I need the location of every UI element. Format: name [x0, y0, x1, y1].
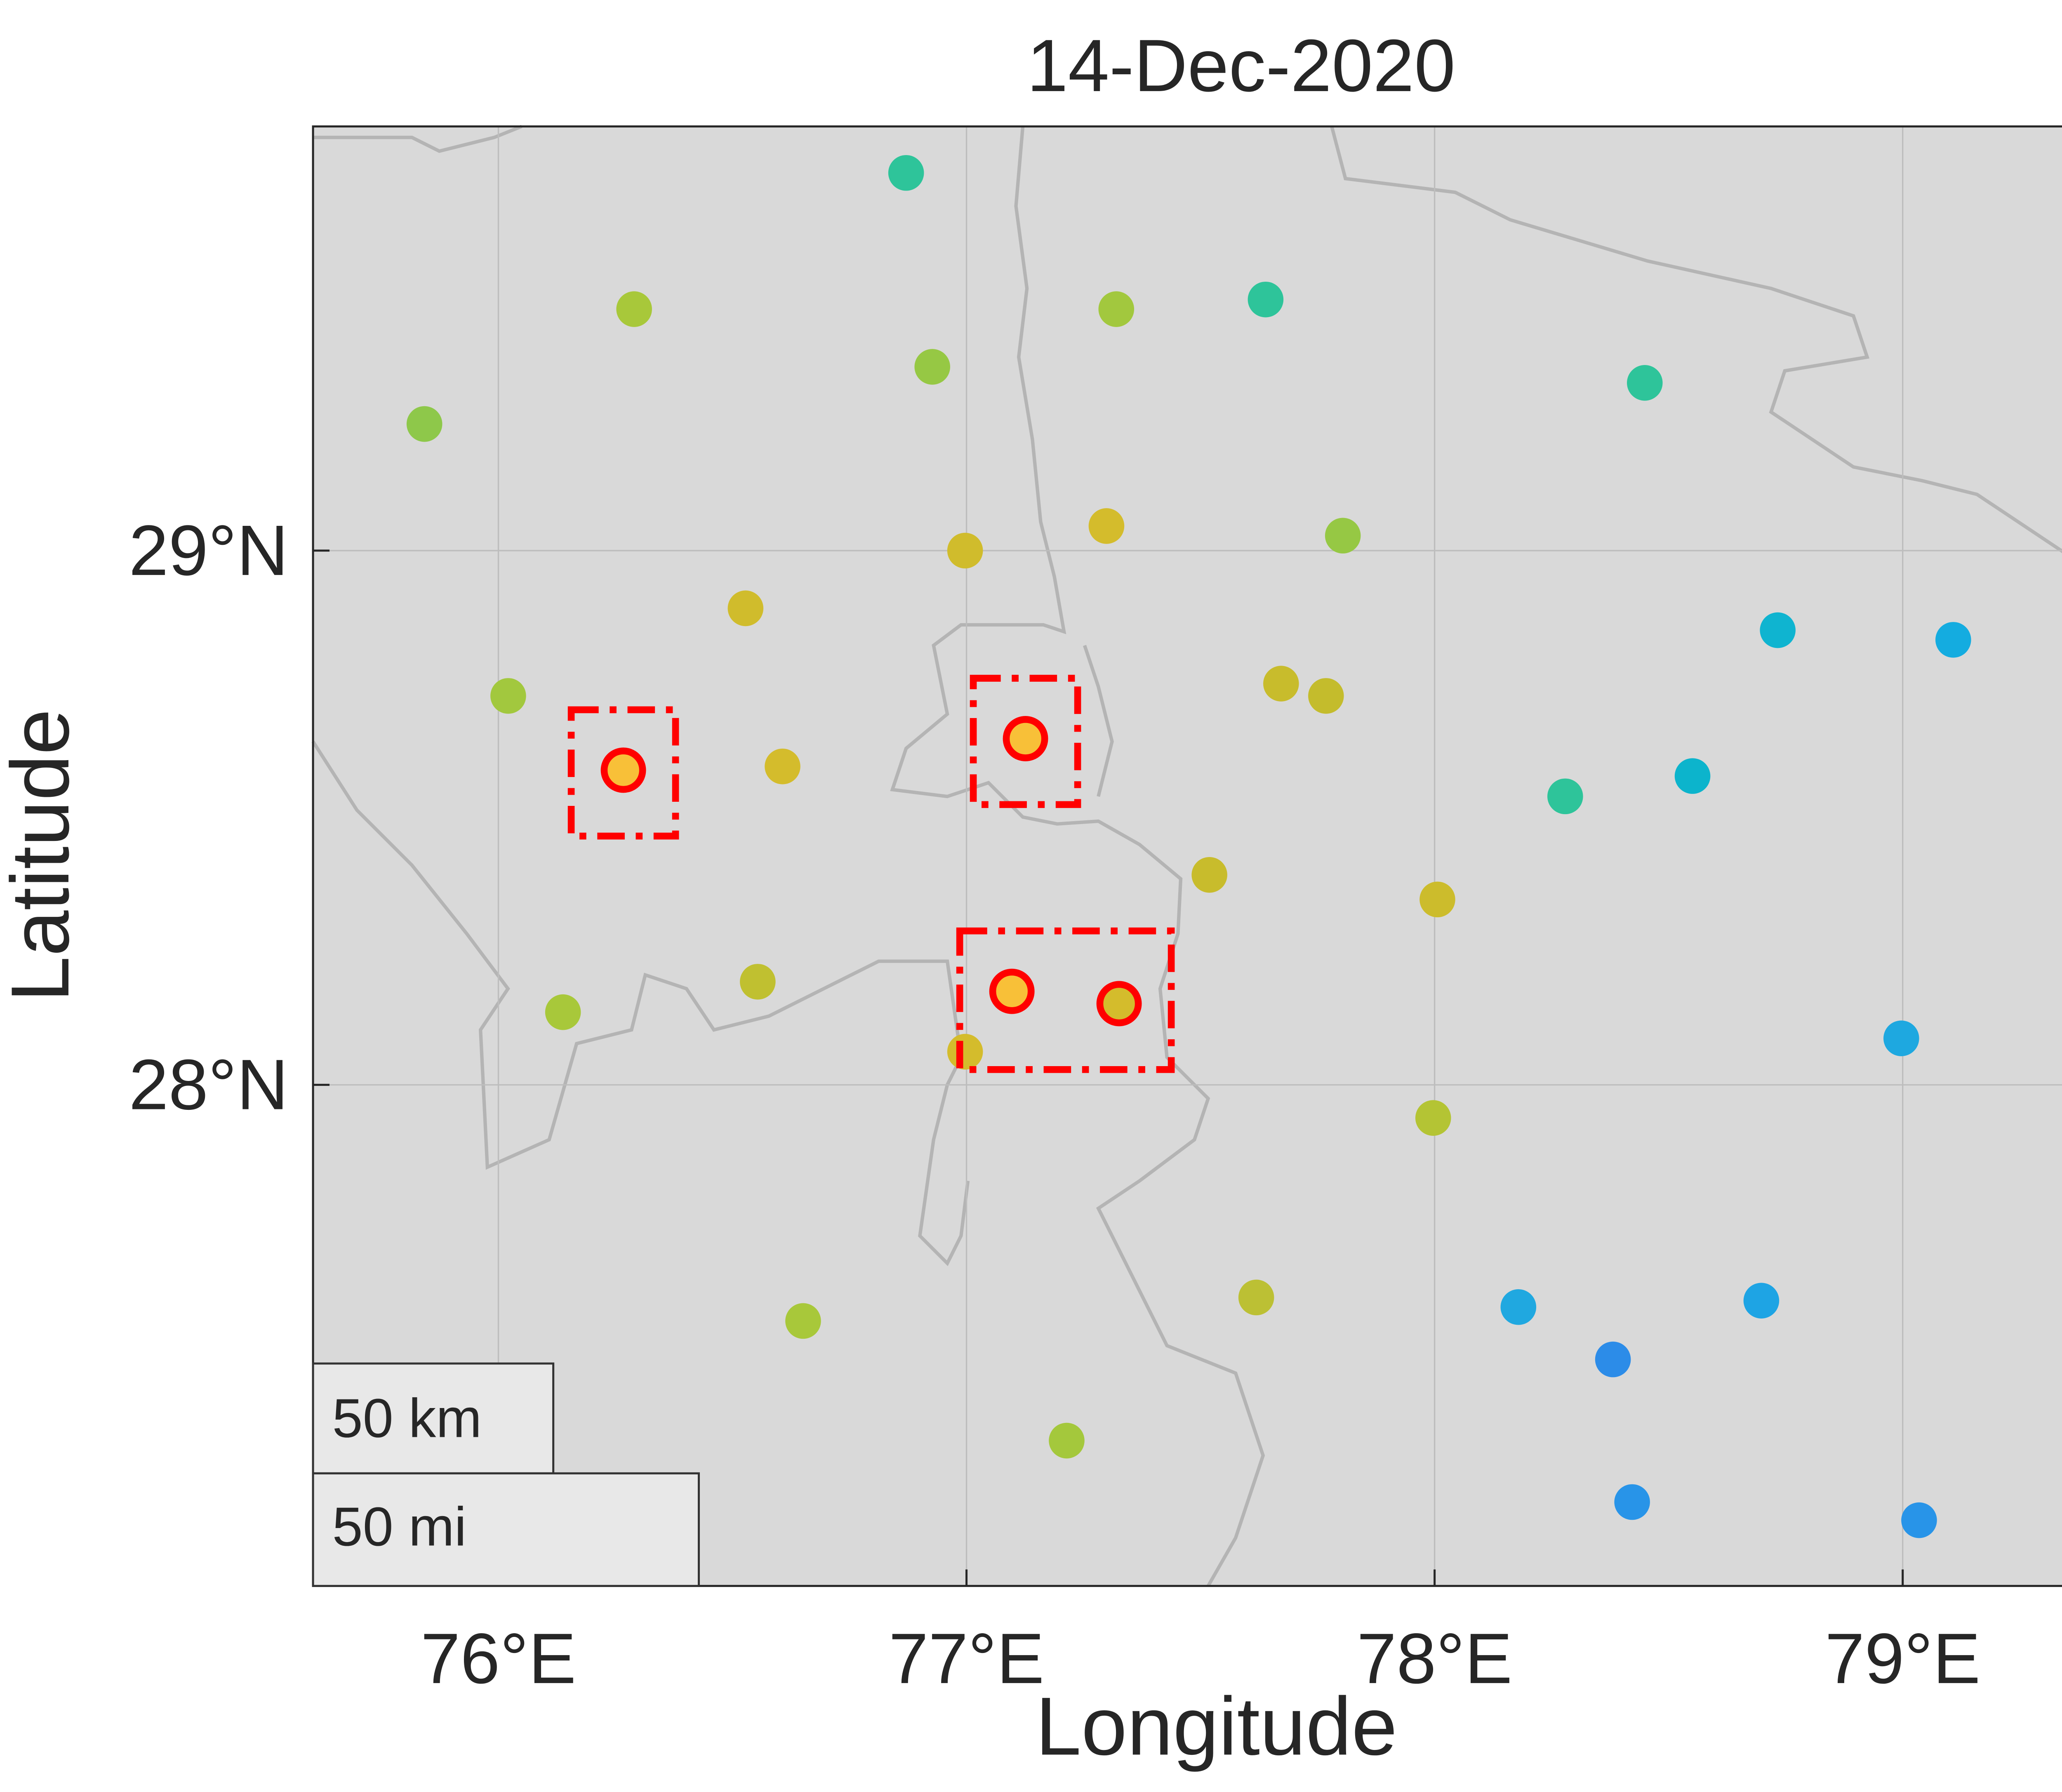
station-point	[1096, 981, 1142, 1027]
scale-label: 50 km	[332, 1387, 482, 1449]
grid	[313, 126, 2062, 1586]
scale-bar: 50 km 50 mi	[312, 1362, 700, 1587]
y-axis-label: Latitude	[0, 709, 86, 1002]
station-point	[1743, 1283, 1780, 1319]
x-tick-label: 79°E	[1825, 1618, 1980, 1698]
station-point	[616, 291, 652, 327]
station-point	[914, 349, 951, 385]
x-tick-label: 78°E	[1357, 1618, 1512, 1698]
scale-label: 50 mi	[332, 1496, 467, 1557]
boundary	[890, 126, 1265, 1587]
station-point	[600, 747, 646, 793]
station-point	[545, 994, 581, 1030]
scale-bar-km	[312, 1362, 555, 1474]
x-axis-label: Longitude	[1036, 1680, 1397, 1772]
station-point	[1595, 1341, 1631, 1378]
x-tick-label: 76°E	[421, 1618, 576, 1698]
station-point	[1098, 291, 1135, 327]
marks	[406, 155, 1971, 1538]
y-tick-label: 29°N	[129, 510, 288, 590]
station-point	[888, 155, 924, 191]
highlight-box	[567, 706, 679, 840]
station-point	[1415, 1100, 1451, 1136]
station-point	[1500, 1289, 1537, 1325]
station-point	[989, 968, 1035, 1014]
station-point	[1191, 857, 1227, 893]
station-point	[1238, 1279, 1274, 1316]
boundary	[311, 740, 970, 1267]
station-point	[1614, 1484, 1650, 1520]
station-point	[1308, 678, 1344, 714]
station-point	[406, 406, 443, 442]
boundary	[1083, 645, 1114, 797]
station-point	[1901, 1502, 1937, 1538]
station-point	[1248, 281, 1284, 318]
scale-bar-mi	[312, 1472, 700, 1587]
chart-title: 14-Dec-2020	[1027, 24, 1455, 107]
station-point	[1547, 778, 1583, 815]
station-point	[740, 964, 776, 1000]
boundary	[1330, 126, 2062, 553]
station-point	[1674, 758, 1711, 794]
station-point	[1049, 1422, 1085, 1459]
station-point	[785, 1303, 821, 1339]
station-point	[947, 1034, 983, 1070]
station-point	[727, 590, 764, 626]
station-point	[765, 749, 800, 784]
plot-frame	[312, 125, 2062, 1587]
station-point	[490, 678, 526, 714]
station-point	[1935, 622, 1971, 658]
station-point	[1419, 881, 1455, 918]
boundary	[313, 125, 523, 153]
station-point	[1883, 1020, 1919, 1056]
x-tick-label: 77°E	[889, 1618, 1044, 1698]
station-point	[1325, 518, 1361, 554]
station-point	[1627, 365, 1663, 401]
station-point	[1088, 508, 1125, 544]
station-point	[947, 532, 983, 569]
y-tick-label: 28°N	[129, 1044, 288, 1124]
highlight-box	[970, 675, 1081, 808]
station-point	[1760, 612, 1796, 648]
highlight-box	[956, 927, 1175, 1073]
boundaries	[311, 125, 2062, 1587]
map-background	[313, 126, 2062, 1586]
station-point	[1263, 666, 1299, 702]
station-point	[1003, 716, 1048, 761]
